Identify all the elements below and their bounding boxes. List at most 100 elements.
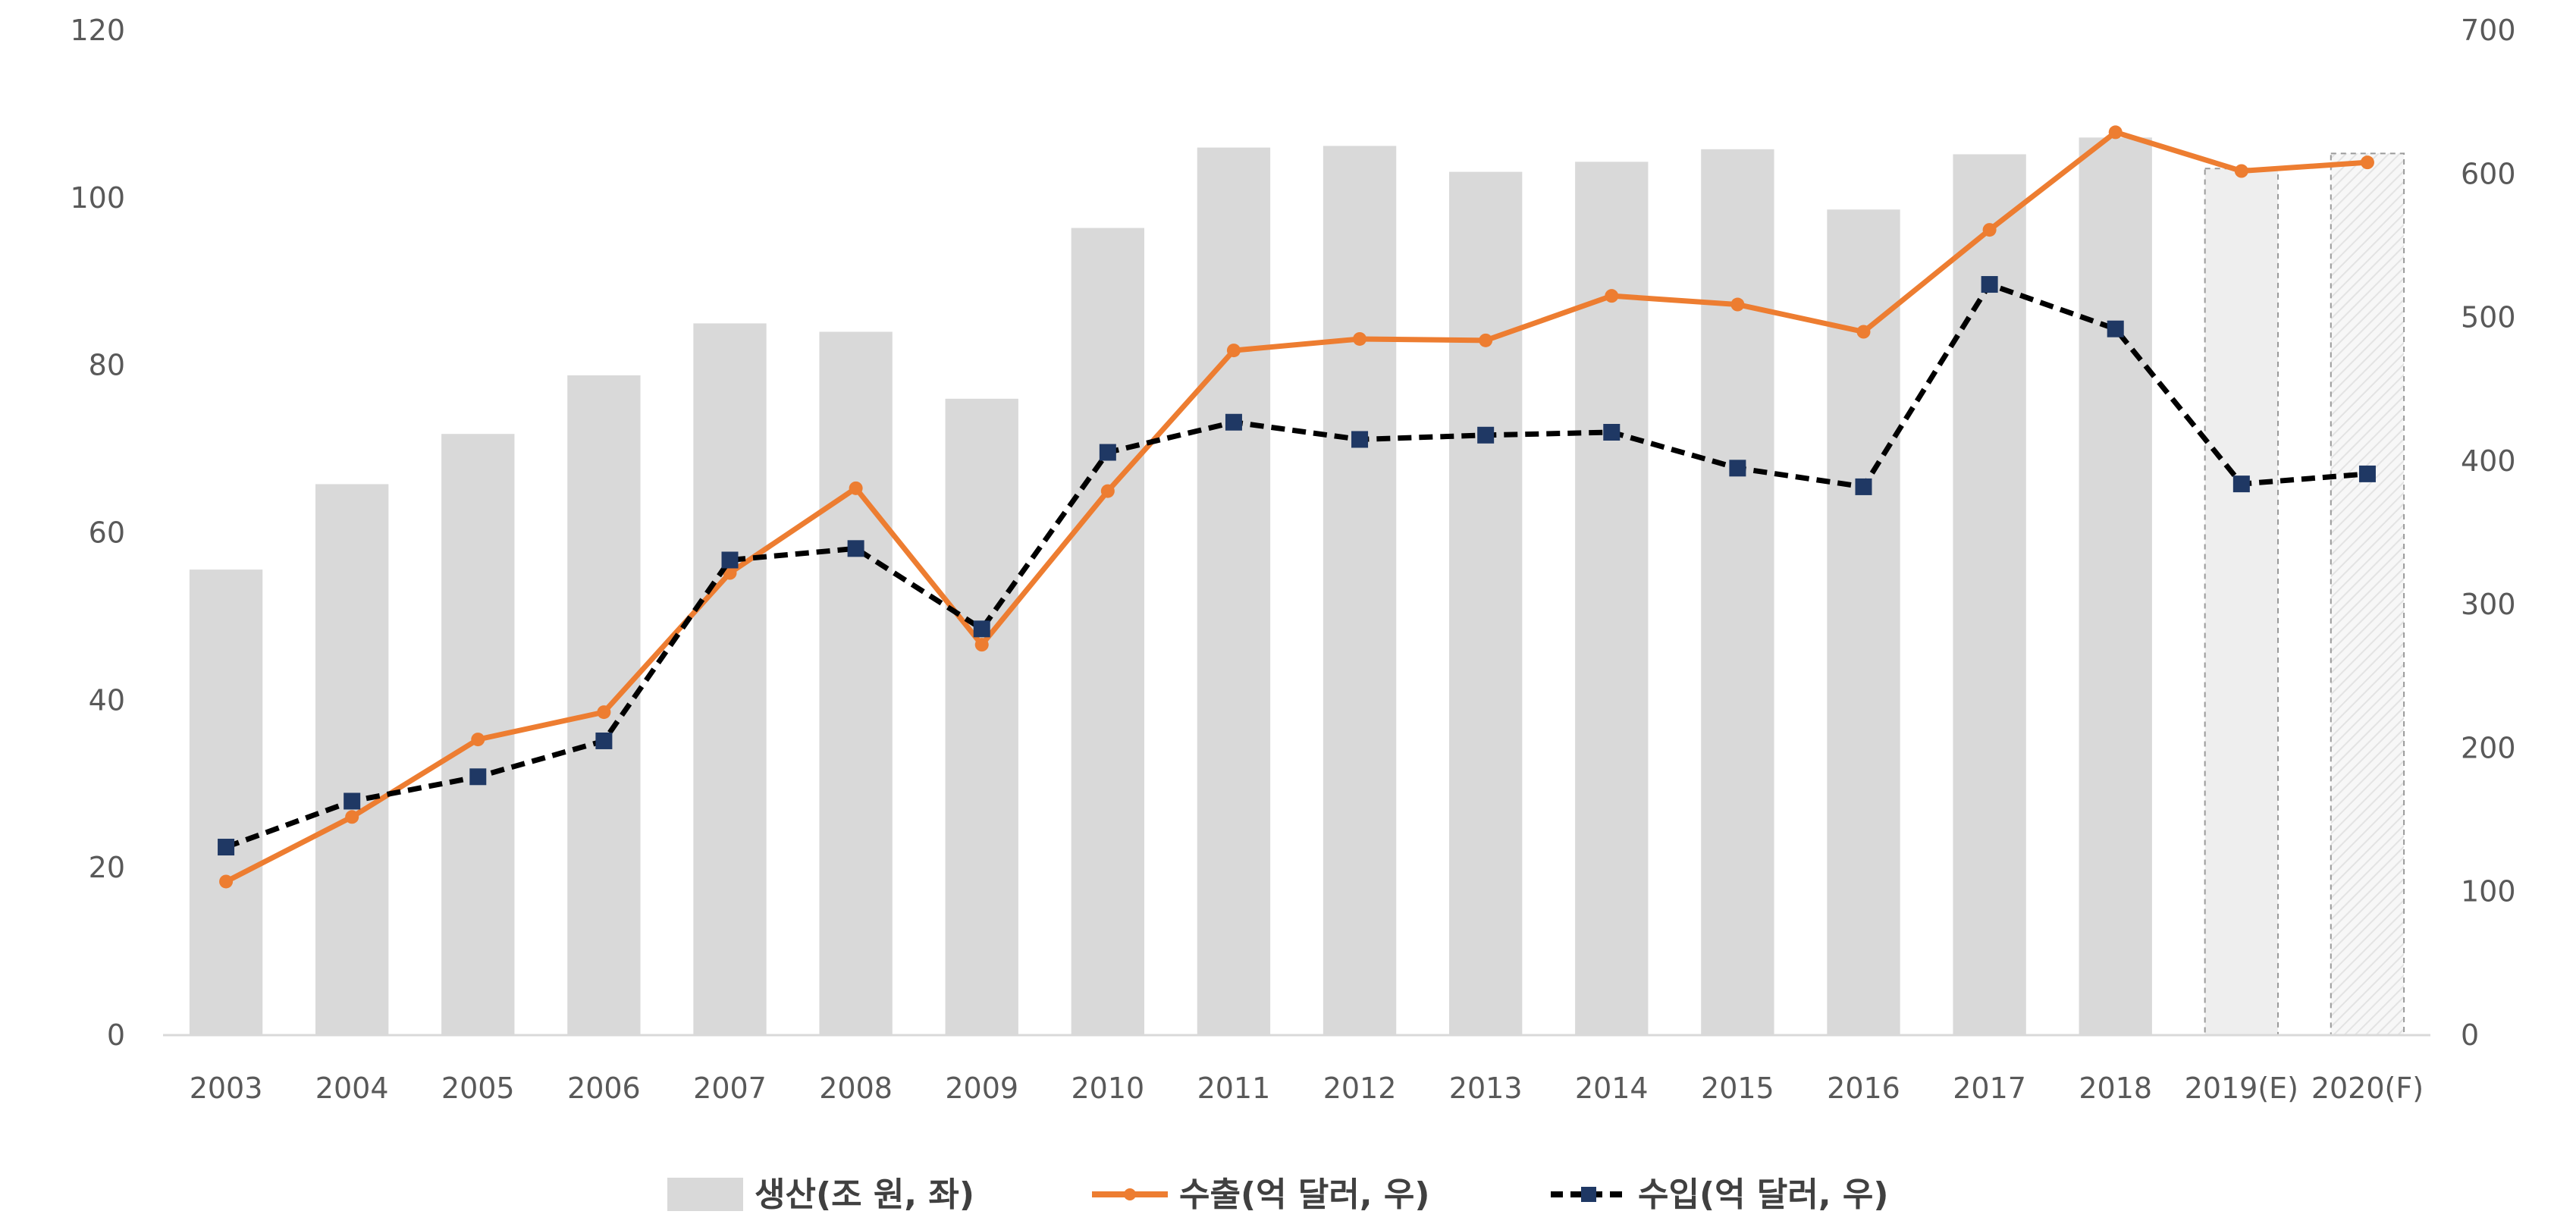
import-point bbox=[1981, 276, 1998, 293]
production-bar bbox=[1953, 154, 2026, 1036]
export-point bbox=[1353, 331, 1367, 346]
production-bars bbox=[189, 137, 2405, 1036]
x-tick-label: 2018 bbox=[2079, 1072, 2152, 1105]
right-axis: 0 100 200 300 400 500 600 700 bbox=[2461, 14, 2516, 1052]
production-bar bbox=[189, 570, 263, 1035]
export-point bbox=[597, 705, 611, 720]
left-tick-label: 40 bbox=[89, 683, 125, 717]
x-tick-label: 2007 bbox=[693, 1072, 767, 1105]
import-point bbox=[973, 620, 990, 638]
import-point bbox=[721, 551, 739, 569]
import-point bbox=[2358, 465, 2376, 482]
left-tick-label: 0 bbox=[107, 1018, 125, 1052]
right-tick-label: 400 bbox=[2461, 444, 2516, 478]
import-point bbox=[1477, 426, 1495, 444]
legend: 생산(조 원, 좌) 수출(억 달러, 우) 수입(억 달러, 우) bbox=[667, 1175, 1888, 1214]
right-tick-label: 700 bbox=[2461, 14, 2516, 47]
x-tick-label: 2015 bbox=[1701, 1072, 1774, 1105]
export-point bbox=[1605, 289, 1619, 303]
x-tick-label: 2017 bbox=[1953, 1072, 2026, 1105]
export-point bbox=[2234, 164, 2248, 178]
import-point bbox=[218, 839, 235, 856]
production-bar bbox=[2204, 168, 2279, 1036]
left-axis: 0 20 40 60 80 100 120 bbox=[70, 14, 125, 1052]
export-point bbox=[1100, 484, 1115, 498]
x-tick-label: 2016 bbox=[1827, 1072, 1900, 1105]
x-tick-label: 2003 bbox=[190, 1072, 263, 1105]
x-tick-label: 2004 bbox=[315, 1072, 389, 1105]
production-bar bbox=[945, 398, 1018, 1035]
right-tick-label: 600 bbox=[2461, 157, 2516, 190]
import-point bbox=[1225, 413, 1242, 431]
export-point bbox=[2108, 125, 2123, 140]
export-point bbox=[1730, 297, 1745, 312]
import-series bbox=[218, 276, 2376, 856]
export-point bbox=[974, 638, 989, 652]
production-bar bbox=[1827, 209, 1900, 1036]
left-tick-label: 100 bbox=[70, 181, 125, 215]
production-bar bbox=[1575, 162, 1649, 1036]
export-line bbox=[224, 129, 2368, 884]
right-tick-label: 300 bbox=[2461, 588, 2516, 621]
production-bar bbox=[693, 323, 767, 1035]
production-bar bbox=[1323, 146, 1397, 1035]
production-bar bbox=[1071, 228, 1145, 1035]
import-point bbox=[1729, 460, 1746, 477]
legend-label-import: 수입(억 달러, 우) bbox=[1638, 1175, 1888, 1214]
production-bar bbox=[1197, 147, 1271, 1035]
export-point bbox=[1856, 325, 1871, 339]
right-tick-label: 200 bbox=[2461, 731, 2516, 764]
x-tick-label: 2008 bbox=[819, 1072, 893, 1105]
production-bar bbox=[315, 484, 389, 1035]
import-point bbox=[847, 540, 864, 557]
x-tick-label: 2005 bbox=[441, 1072, 515, 1105]
import-point bbox=[2107, 320, 2124, 337]
import-line bbox=[224, 281, 2368, 850]
x-tick-label: 2014 bbox=[1575, 1072, 1649, 1105]
legend-label-export: 수출(억 달러, 우) bbox=[1179, 1175, 1429, 1214]
export-point bbox=[345, 810, 359, 824]
legend-swatch-export bbox=[1092, 1188, 1168, 1200]
x-tick-label: 2009 bbox=[945, 1072, 1018, 1105]
production-bar bbox=[1701, 149, 1774, 1036]
x-tick-label: 2019(E) bbox=[2185, 1072, 2298, 1105]
import-point bbox=[1099, 444, 1116, 461]
right-tick-label: 100 bbox=[2461, 875, 2516, 908]
export-point bbox=[2360, 155, 2374, 170]
left-tick-label: 80 bbox=[89, 349, 125, 382]
import-point bbox=[469, 768, 487, 786]
x-tick-label: 2011 bbox=[1197, 1072, 1271, 1105]
export-series bbox=[219, 125, 2374, 889]
legend-swatch-production bbox=[667, 1178, 743, 1211]
production-bar bbox=[819, 331, 893, 1035]
legend-label-production: 생산(조 원, 좌) bbox=[755, 1175, 974, 1214]
production-bar bbox=[1448, 171, 1523, 1036]
import-point bbox=[1603, 424, 1621, 441]
left-tick-label: 120 bbox=[70, 14, 125, 47]
import-point bbox=[595, 732, 613, 749]
x-tick-label: 2013 bbox=[1449, 1072, 1523, 1105]
x-tick-label: 2006 bbox=[567, 1072, 641, 1105]
right-tick-label: 0 bbox=[2461, 1018, 2479, 1052]
production-bar bbox=[2330, 152, 2405, 1036]
legend-swatch-import bbox=[1551, 1187, 1627, 1202]
export-point bbox=[219, 874, 234, 889]
import-point bbox=[2232, 475, 2250, 493]
left-tick-label: 60 bbox=[89, 516, 125, 550]
export-point bbox=[1226, 344, 1241, 358]
x-axis: 2003 2004 2005 2006 2007 2008 2009 2010 2011 2012… bbox=[190, 1072, 2424, 1105]
x-tick-label: 2020(F) bbox=[2311, 1072, 2424, 1105]
right-tick-label: 500 bbox=[2461, 301, 2516, 334]
left-tick-label: 20 bbox=[89, 851, 125, 884]
export-point bbox=[1982, 223, 1997, 237]
export-point bbox=[1479, 333, 1493, 347]
production-bar bbox=[2079, 137, 2152, 1035]
import-point bbox=[1855, 478, 1872, 495]
import-point bbox=[344, 792, 361, 810]
export-point bbox=[849, 481, 863, 495]
x-tick-label: 2010 bbox=[1071, 1072, 1144, 1105]
export-point bbox=[471, 733, 485, 747]
x-tick-label: 2012 bbox=[1323, 1072, 1397, 1105]
import-point bbox=[1351, 431, 1369, 448]
